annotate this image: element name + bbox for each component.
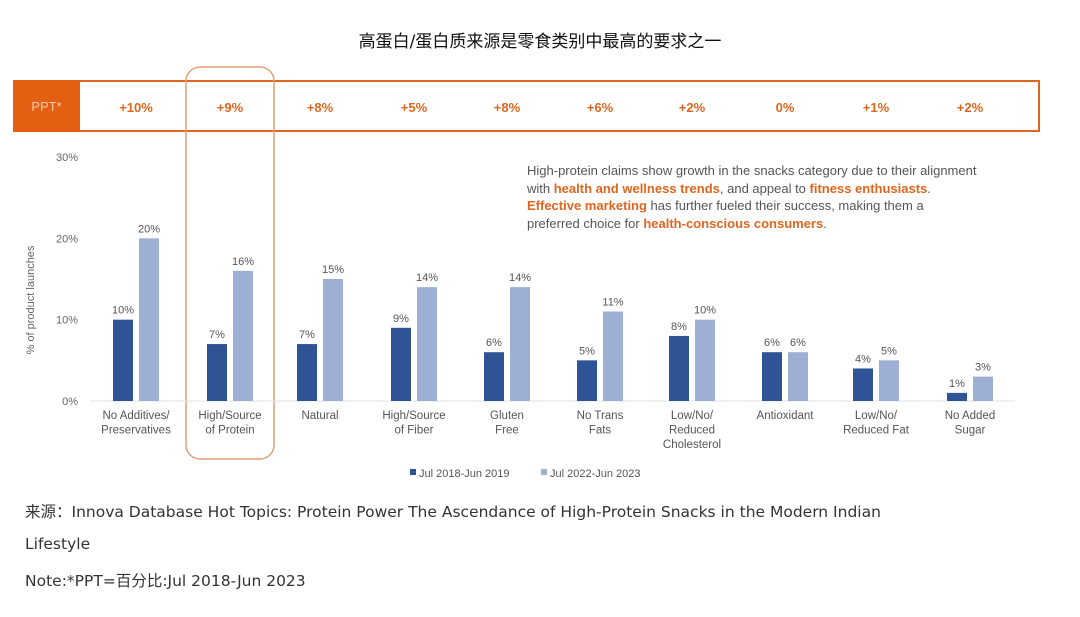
category-label: Antioxidant [757, 410, 815, 422]
bar [947, 392, 967, 401]
source-line-1: 来源：Innova Database Hot Topics: Protein P… [25, 503, 881, 521]
bar [788, 352, 808, 401]
category-label: Cholesterol [663, 439, 721, 451]
y-tick-label: 10% [56, 315, 78, 327]
data-label: 9% [393, 313, 409, 325]
callout-highlight: Effective marketing [527, 198, 647, 213]
legend-swatch [541, 469, 547, 475]
category-label: Natural [301, 410, 338, 422]
data-label: 14% [416, 272, 438, 284]
callout-text-part: High-protein claims show growth in the s… [527, 163, 977, 196]
y-tick-label: 20% [56, 233, 78, 245]
category-label: No Additives/ [102, 410, 170, 422]
bar [391, 327, 411, 401]
data-label: 16% [232, 256, 254, 268]
highlight-box [185, 66, 275, 460]
ppt-value: 0% [775, 100, 795, 115]
data-label: 6% [790, 337, 806, 349]
data-label: 15% [322, 264, 344, 276]
category-label: Sugar [955, 425, 986, 437]
callout-highlight: fitness enthusiasts [809, 180, 928, 196]
ppt-value: +8% [306, 100, 334, 115]
ppt-value: +9% [216, 100, 244, 115]
category-label: High/Source [382, 410, 445, 422]
category-label: Low/No/ [855, 410, 898, 422]
ppt-value: +6% [586, 100, 614, 115]
ppt-value: +2% [956, 100, 984, 115]
ppt-value: +2% [678, 100, 706, 115]
data-label: 8% [671, 321, 687, 333]
ppt-value: +1% [862, 100, 890, 115]
bar [323, 279, 343, 401]
data-label: 6% [486, 337, 502, 349]
category-label: Gluten [490, 410, 524, 422]
data-label: 7% [209, 329, 225, 341]
callout-text: High-protein claims show growth in the s… [527, 162, 977, 232]
data-label: 5% [579, 345, 595, 357]
category-label: No Trans [577, 410, 624, 422]
page-title: 高蛋白/蛋白质来源是零食类别中最高的要求之一 [358, 32, 722, 52]
bar [879, 360, 899, 401]
bar [973, 376, 993, 401]
data-label: 4% [855, 353, 871, 365]
bar [417, 287, 437, 401]
note-line: Note:*PPT=百分比:Jul 2018-Jun 2023 [25, 572, 306, 590]
y-axis-label: % of product launches [25, 245, 37, 354]
data-label: 14% [509, 272, 531, 284]
category-label: Free [495, 425, 519, 437]
bar [510, 287, 530, 401]
category-label: of Fiber [395, 425, 434, 437]
category-label: of Protein [205, 425, 254, 437]
y-tick-label: 30% [56, 152, 78, 164]
category-label: Preservatives [101, 425, 171, 437]
category-label: Reduced [669, 425, 715, 437]
source-line-2: Lifestyle [25, 535, 91, 553]
legend-label: Jul 2022-Jun 2023 [550, 468, 641, 480]
ppt-label: PPT* [13, 80, 80, 132]
bar [297, 344, 317, 401]
callout-text-part: . [823, 215, 827, 231]
ppt-value: +8% [493, 100, 521, 115]
legend-swatch [410, 469, 416, 475]
bar [207, 344, 227, 401]
data-label: 5% [881, 345, 897, 357]
bar [669, 335, 689, 401]
bar [603, 311, 623, 401]
category-label: Low/No/ [671, 410, 714, 422]
callout-text-part: , and appeal to [719, 180, 810, 196]
bar [139, 238, 159, 401]
bar [113, 319, 133, 401]
bar [762, 352, 782, 401]
data-label: 20% [138, 223, 160, 235]
category-label: Fats [589, 425, 612, 437]
bar [233, 270, 253, 401]
legend-label: Jul 2018-Jun 2019 [419, 468, 510, 480]
ppt-value: +10% [119, 100, 153, 115]
callout-text-part: . [927, 180, 931, 196]
data-label: 10% [112, 305, 134, 317]
y-tick-label: 0% [62, 396, 78, 408]
category-label: High/Source [198, 410, 261, 422]
callout-text-part: has further fueled their success, making… [527, 198, 924, 231]
data-label: 3% [975, 362, 991, 374]
bar [577, 360, 597, 401]
callout-highlight: health-conscious consumers [643, 215, 824, 231]
data-label: 11% [602, 297, 623, 309]
category-label: Reduced Fat [843, 425, 910, 437]
data-label: 7% [299, 329, 315, 341]
data-label: 1% [949, 378, 965, 390]
callout-highlight: health and wellness trends [553, 180, 720, 196]
data-label: 10% [694, 305, 716, 317]
bar [695, 319, 715, 401]
category-label: No Added [945, 410, 996, 422]
data-label: 6% [764, 337, 780, 349]
bar [853, 368, 873, 401]
bar [484, 352, 504, 401]
ppt-value: +5% [400, 100, 428, 115]
